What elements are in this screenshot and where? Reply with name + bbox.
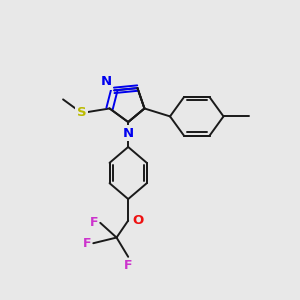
- Text: F: F: [82, 237, 91, 250]
- Text: O: O: [133, 214, 144, 227]
- Text: F: F: [124, 259, 132, 272]
- Text: N: N: [101, 75, 112, 88]
- Text: S: S: [77, 106, 86, 119]
- Text: N: N: [123, 127, 134, 140]
- Text: F: F: [124, 259, 132, 272]
- Text: S: S: [77, 106, 86, 119]
- Text: N: N: [101, 75, 112, 88]
- Text: F: F: [89, 216, 98, 229]
- Text: F: F: [89, 216, 98, 229]
- Text: N: N: [123, 127, 134, 140]
- Text: F: F: [82, 237, 91, 250]
- Text: O: O: [133, 214, 144, 227]
